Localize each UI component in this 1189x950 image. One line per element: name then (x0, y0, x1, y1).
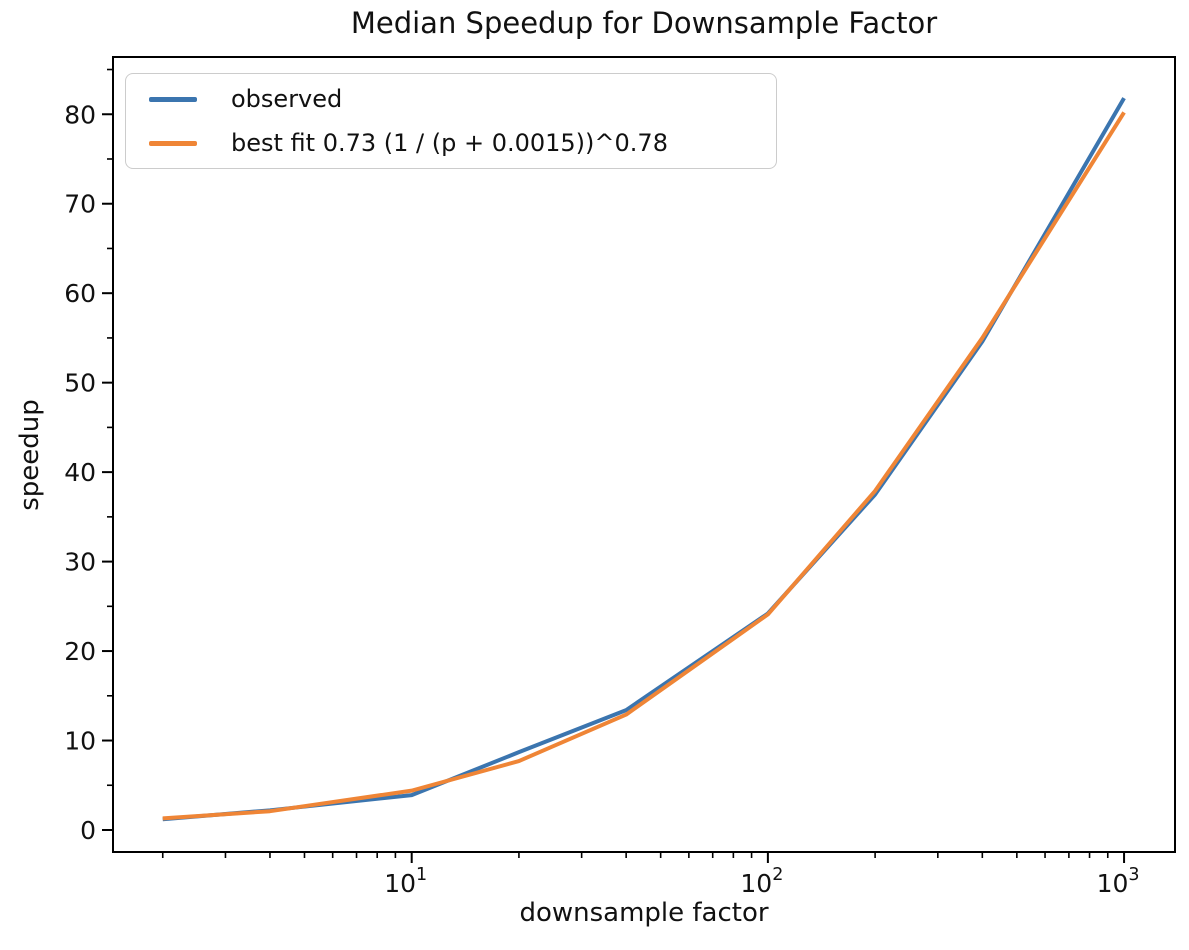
legend-line-swatch (149, 96, 197, 102)
y-tick-label: 30 (64, 548, 96, 577)
y-tick-label: 20 (64, 637, 96, 666)
chart-title: Median Speedup for Downsample Factor (350, 6, 938, 40)
y-axis-label: speedup (15, 399, 45, 511)
plot-spines (112, 56, 1176, 853)
y-tick-label: 60 (64, 279, 96, 308)
x-axis-label: downsample factor (519, 898, 769, 928)
legend-line-swatch (149, 140, 197, 146)
y-tick-label: 70 (64, 190, 96, 219)
series-line-best-fit (162, 111, 1126, 821)
series-line-observed (162, 97, 1126, 822)
legend-entry-label: observed (231, 85, 343, 113)
legend-entry: best fit 0.73 (1 / (p + 0.0015))^0.78 (126, 126, 776, 160)
x-tick-label: 101 (384, 865, 427, 898)
legend-entry-label: best fit 0.73 (1 / (p + 0.0015))^0.78 (231, 129, 668, 157)
y-tick-label: 50 (64, 369, 96, 398)
legend: observed best fit 0.73 (1 / (p + 0.0015))… (125, 73, 777, 169)
y-tick-label: 80 (64, 100, 96, 129)
y-tick-label: 40 (64, 458, 96, 487)
x-tick-label: 103 (1097, 865, 1140, 898)
y-tick-label: 0 (80, 816, 96, 845)
legend-entry: observed (126, 82, 776, 116)
x-tick-label: 102 (740, 865, 783, 898)
y-tick-label: 10 (64, 727, 96, 756)
